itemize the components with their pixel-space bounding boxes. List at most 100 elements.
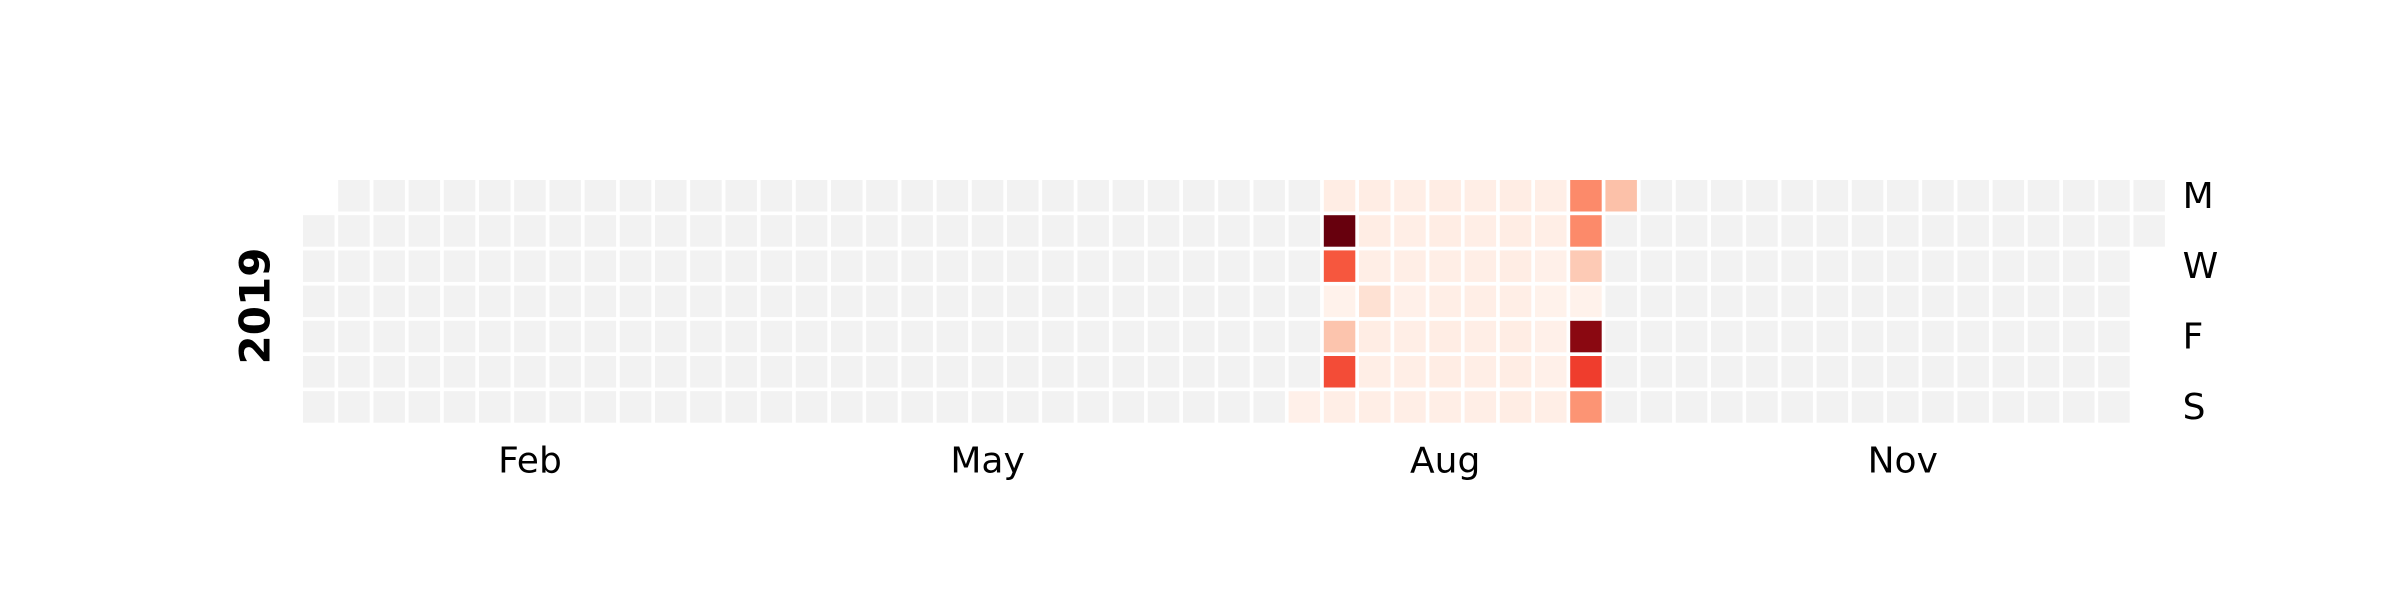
empty-day <box>443 320 476 353</box>
month-label: Nov <box>1868 440 1938 481</box>
empty-day <box>1183 285 1215 318</box>
day-cell <box>1464 180 1497 212</box>
day-cell <box>1464 320 1497 353</box>
empty-day <box>1640 320 1673 353</box>
empty-day <box>408 215 441 247</box>
empty-day <box>584 250 617 282</box>
empty-day <box>373 391 405 423</box>
empty-day <box>725 356 757 388</box>
day-cell <box>1499 250 1532 282</box>
empty-day <box>795 250 828 282</box>
empty-day <box>1711 180 1743 212</box>
empty-day <box>971 391 1004 423</box>
empty-day <box>901 391 933 423</box>
empty-day <box>1992 356 2025 388</box>
empty-day <box>1007 285 1039 318</box>
day-cell <box>1359 285 1391 318</box>
empty-day <box>1077 285 1109 318</box>
empty-day <box>619 180 652 212</box>
empty-day <box>1007 356 1039 388</box>
empty-day <box>1288 356 1321 388</box>
empty-day <box>1957 356 1989 388</box>
empty-day <box>971 356 1004 388</box>
empty-day <box>1957 180 1989 212</box>
empty-day <box>1288 180 1321 212</box>
day-cell <box>1570 215 1602 247</box>
day-cell <box>1499 391 1532 423</box>
day-cell <box>1359 320 1391 353</box>
empty-day <box>1605 391 1637 423</box>
day-cell <box>1394 215 1426 247</box>
empty-day <box>1077 215 1109 247</box>
day-cell <box>1429 356 1461 388</box>
month-label: Feb <box>498 440 562 481</box>
day-cell <box>1394 356 1426 388</box>
day-cell <box>1570 356 1602 388</box>
empty-day <box>1816 391 1849 423</box>
empty-day <box>1957 285 1989 318</box>
day-cell <box>1464 356 1497 388</box>
empty-day <box>866 250 898 282</box>
empty-day <box>479 250 511 282</box>
empty-day <box>1781 320 1813 353</box>
empty-day <box>1922 391 1954 423</box>
empty-day <box>2098 215 2130 247</box>
empty-day <box>1851 285 1884 318</box>
day-cell <box>1429 320 1461 353</box>
empty-day <box>1746 391 1778 423</box>
empty-day <box>514 320 546 353</box>
empty-day <box>795 215 828 247</box>
empty-day <box>936 320 969 353</box>
day-cell <box>1499 215 1532 247</box>
empty-day <box>1957 320 1989 353</box>
empty-day <box>2027 320 2060 353</box>
empty-day <box>901 356 933 388</box>
empty-day <box>725 391 757 423</box>
empty-day <box>690 180 722 212</box>
empty-day <box>1147 250 1180 282</box>
weekday-label: F <box>2183 317 2204 358</box>
day-cell <box>1499 180 1532 212</box>
empty-day <box>549 250 581 282</box>
empty-day <box>1746 356 1778 388</box>
empty-day <box>1218 215 1250 247</box>
empty-day <box>1851 320 1884 353</box>
month-label: May <box>950 440 1024 481</box>
empty-day <box>338 356 370 388</box>
empty-day <box>479 320 511 353</box>
empty-day <box>549 180 581 212</box>
empty-day <box>760 391 793 423</box>
empty-day <box>303 285 335 318</box>
empty-day <box>1147 215 1180 247</box>
empty-day <box>443 356 476 388</box>
empty-day <box>1711 391 1743 423</box>
empty-day <box>1042 320 1074 353</box>
empty-day <box>619 391 652 423</box>
empty-day <box>373 356 405 388</box>
empty-day <box>1851 180 1884 212</box>
empty-day <box>338 391 370 423</box>
empty-day <box>760 215 793 247</box>
empty-day <box>1922 320 1954 353</box>
empty-day <box>408 285 441 318</box>
day-cell <box>1570 391 1602 423</box>
empty-day <box>831 250 863 282</box>
month-label: Aug <box>1410 440 1480 481</box>
weekday-label: W <box>2183 246 2219 287</box>
empty-day <box>831 391 863 423</box>
empty-day <box>1007 391 1039 423</box>
empty-day <box>1640 250 1673 282</box>
empty-day <box>1816 215 1849 247</box>
empty-day <box>1640 285 1673 318</box>
empty-day <box>1887 285 1919 318</box>
empty-day <box>1253 356 1285 388</box>
empty-day <box>1253 250 1285 282</box>
empty-day <box>725 285 757 318</box>
empty-day <box>831 285 863 318</box>
empty-day <box>1675 285 1708 318</box>
empty-day <box>760 356 793 388</box>
empty-day <box>760 285 793 318</box>
empty-day <box>1887 320 1919 353</box>
empty-day <box>514 180 546 212</box>
empty-day <box>1746 250 1778 282</box>
